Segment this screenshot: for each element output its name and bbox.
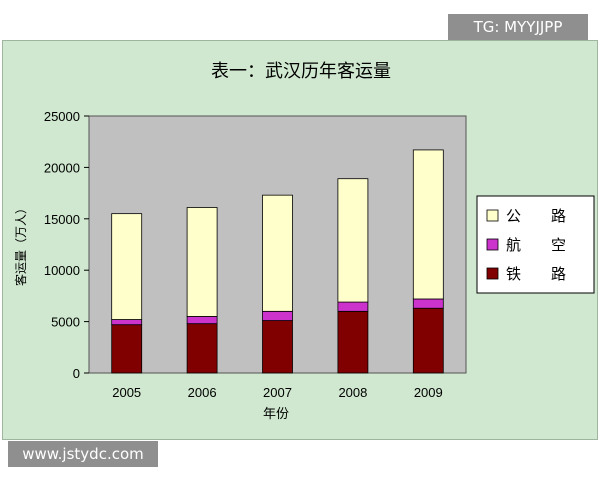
legend-label: 铁 路: [506, 265, 566, 283]
y-tick-label: 0: [73, 366, 80, 381]
bar-segment-公路-2008: [337, 178, 369, 303]
x-tick-label: 2007: [263, 385, 292, 400]
x-tick-label: 2005: [112, 385, 141, 400]
x-axis-title: 年份: [263, 407, 289, 422]
y-tick-label: 25000: [44, 109, 80, 124]
legend-swatch: [486, 209, 499, 222]
legend: 公 路航 空铁 路: [476, 195, 595, 294]
chart-area: 表一：武汉历年客运量 0 5000 10000 15000 20000 25000 200…: [2, 40, 598, 440]
bar-segment-公路-2006: [186, 207, 218, 317]
y-tick-label: 20000: [44, 160, 80, 175]
bars-group: [111, 149, 444, 374]
bar-segment-航空-2006: [186, 316, 218, 325]
y-axis-title: 客运量（万人）: [13, 202, 28, 286]
bar-segment-航空-2007: [262, 310, 293, 321]
y-tick-label: 5000: [51, 315, 80, 330]
y-tick-label: 10000: [44, 263, 80, 278]
legend-swatch: [486, 267, 499, 280]
chart-svg: 表一：武汉历年客运量 0 5000 10000 15000 20000 25000 200…: [13, 61, 595, 422]
chart-title: 表一：武汉历年客运量: [211, 61, 391, 82]
bar-segment-航空-2008: [337, 301, 369, 312]
x-tick-label: 2009: [414, 385, 443, 400]
x-tick-label: 2006: [188, 385, 217, 400]
legend-items: 公 路航 空铁 路: [486, 207, 566, 283]
bar-segment-铁路-2007: [262, 320, 293, 374]
x-axis: 2005 2006 2007 2008 2009: [112, 385, 443, 400]
bar-segment-铁路-2009: [412, 307, 444, 374]
bar-segment-铁路-2008: [337, 310, 369, 374]
y-axis: 0 5000 10000 15000 20000 25000: [44, 109, 89, 381]
legend-label: 航 空: [506, 236, 566, 254]
legend-swatch: [486, 238, 499, 251]
bar-segment-航空-2009: [412, 298, 444, 309]
watermark-bottom: www.jstydc.com: [8, 441, 158, 467]
x-tick-label: 2008: [338, 385, 367, 400]
bar-segment-公路-2005: [111, 213, 143, 320]
bar-segment-铁路-2006: [186, 323, 218, 374]
bar-segment-铁路-2005: [111, 324, 143, 374]
y-tick-label: 15000: [44, 212, 80, 227]
bar-segment-公路-2009: [412, 149, 444, 300]
legend-label: 公 路: [506, 207, 566, 225]
bar-segment-航空-2005: [111, 319, 143, 326]
bar-segment-公路-2007: [262, 194, 293, 312]
watermark-top: TG: MYYJJPP: [448, 14, 588, 40]
